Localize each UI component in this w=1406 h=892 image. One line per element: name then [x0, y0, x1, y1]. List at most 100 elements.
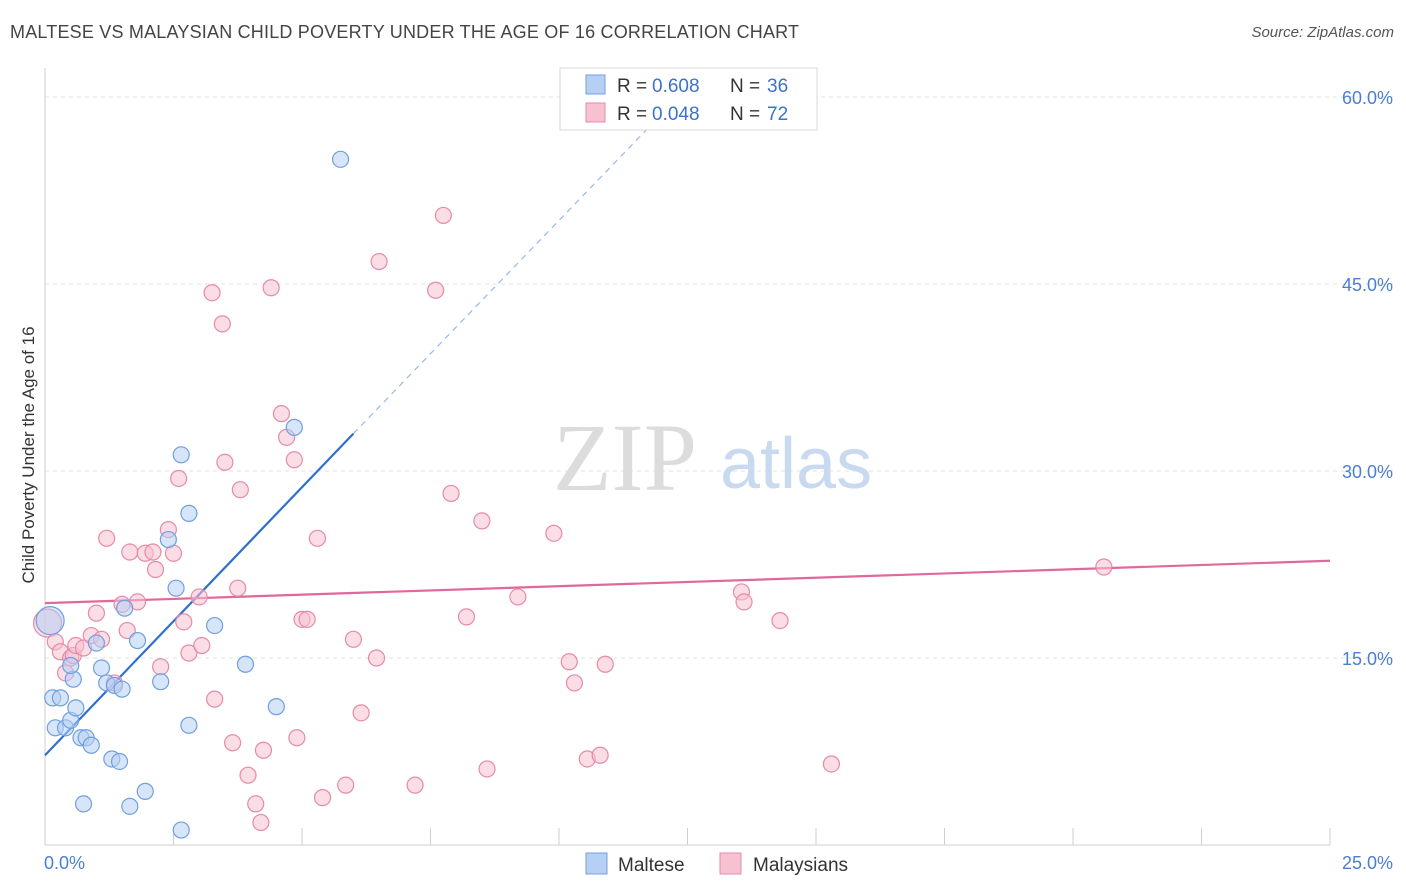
point-malaysians-54: [427, 281, 445, 299]
y-tick-label-3: 60.0%: [1342, 88, 1393, 108]
chart-title: MALTESE VS MALAYSIAN CHILD POVERTY UNDER…: [10, 22, 800, 42]
bottom-legend-swatch-malaysians: [719, 852, 742, 875]
point-maltese-26: [167, 579, 185, 597]
point-maltese-13: [92, 659, 111, 677]
point-maltese-35: [172, 821, 190, 839]
point-malaysians-52: [370, 252, 388, 271]
bottom-legend: Maltese Malaysians: [585, 852, 848, 876]
tick-layer: 15.0% 30.0% 45.0% 60.0% 0.0% 25.0%: [44, 88, 1393, 873]
point-malaysians-51: [367, 649, 386, 667]
point-malaysians-20: [152, 658, 170, 676]
point-maltese-30: [206, 616, 224, 635]
point-malaysians-19: [146, 560, 165, 579]
point-malaysians-23: [170, 469, 188, 488]
point-malaysians-26: [190, 588, 208, 606]
point-malaysians-37: [252, 813, 270, 832]
point-malaysians-30: [213, 315, 231, 333]
point-malaysians-72: [1095, 558, 1113, 576]
point-malaysians-32: [224, 734, 242, 752]
y-axis-label: Child Poverty Under the Age of 16: [19, 326, 38, 583]
point-maltese-21: [74, 795, 93, 813]
watermark-atlas: atlas: [720, 424, 872, 504]
trend-line-extension-maltese: [352, 102, 673, 435]
point-malaysians-43: [288, 729, 306, 747]
point-malaysians-56: [442, 484, 460, 503]
bottom-legend-label-maltese: Maltese: [618, 855, 685, 876]
x-tick-label-1: 25.0%: [1342, 853, 1393, 873]
point-malaysians-11: [98, 529, 116, 547]
point-maltese-31: [236, 655, 255, 673]
point-malaysians-53: [406, 776, 424, 794]
point-malaysians-45: [298, 610, 316, 628]
point-malaysians-31: [216, 453, 234, 471]
point-malaysians-9: [87, 604, 106, 622]
point-malaysians-63: [565, 674, 584, 692]
legend-swatch-malaysians: [585, 102, 606, 123]
point-malaysians-34: [231, 481, 249, 499]
axes-layer: [44, 68, 1331, 846]
legend-r-value-maltese: 0.608: [652, 76, 700, 97]
point-malaysians-28: [203, 284, 221, 302]
point-malaysians-60: [509, 588, 527, 606]
points-layer: [32, 109, 1113, 839]
point-malaysians-42: [285, 451, 303, 469]
point-malaysians-39: [262, 279, 280, 297]
legend-n-label-malaysians: N =: [730, 104, 760, 125]
y-tick-label-2: 45.0%: [1342, 275, 1393, 295]
point-maltese-28: [180, 504, 198, 522]
point-maltese-19: [116, 599, 134, 617]
legend-r-value-malaysians: 0.048: [652, 104, 700, 125]
point-malaysians-48: [337, 776, 355, 794]
watermark: ZIP atlas: [553, 404, 872, 511]
y-tick-label-1: 30.0%: [1342, 462, 1393, 482]
bottom-legend-label-malaysians: Malaysians: [753, 855, 848, 876]
point-maltese-24: [152, 673, 170, 691]
y-tick-label-0: 15.0%: [1342, 649, 1393, 669]
x-tick-label-0: 0.0%: [44, 853, 85, 873]
legend-r-label-malaysians: R =: [617, 104, 647, 125]
point-malaysians-69: [735, 593, 753, 611]
point-malaysians-33: [229, 579, 247, 597]
legend-r-label-maltese: R =: [617, 76, 647, 97]
point-malaysians-59: [478, 760, 496, 778]
point-malaysians-71: [822, 755, 841, 773]
point-maltese-2: [51, 689, 70, 707]
point-maltese-18: [113, 680, 131, 698]
point-maltese-23: [136, 782, 154, 800]
point-malaysians-35: [239, 766, 257, 784]
point-maltese-7: [67, 699, 85, 717]
point-maltese-0: [35, 605, 65, 636]
point-malaysians-40: [272, 405, 291, 423]
point-malaysians-25: [180, 644, 198, 662]
legend-n-value-malaysians: 72: [767, 104, 788, 125]
point-maltese-34: [331, 150, 350, 168]
point-malaysians-29: [206, 690, 224, 708]
point-malaysians-27: [193, 636, 211, 655]
point-malaysians-61: [545, 524, 563, 542]
point-maltese-25: [159, 530, 177, 549]
point-malaysians-62: [560, 653, 578, 671]
grid-layer: [45, 96, 1395, 659]
point-maltese-22: [121, 797, 139, 815]
point-malaysians-15: [121, 543, 139, 561]
legend-swatch-maltese: [585, 74, 606, 95]
point-maltese-11: [62, 656, 80, 675]
point-maltese-12: [87, 634, 106, 652]
point-malaysians-14: [118, 621, 136, 640]
top-legend: R = 0.608 N = 36 R = 0.048 N = 72: [559, 67, 818, 131]
watermark-zip: ZIP: [553, 404, 697, 511]
point-malaysians-55: [434, 206, 452, 225]
point-malaysians-57: [457, 608, 476, 626]
legend-n-value-maltese: 36: [767, 76, 788, 97]
point-malaysians-70: [771, 611, 789, 630]
legend-n-label-maltese: N =: [730, 76, 760, 97]
point-malaysians-58: [473, 512, 491, 530]
point-maltese-27: [172, 446, 190, 464]
point-malaysians-38: [254, 741, 273, 759]
point-malaysians-36: [247, 795, 265, 813]
point-malaysians-46: [308, 529, 327, 547]
point-malaysians-49: [344, 630, 362, 648]
point-maltese-29: [180, 716, 198, 734]
point-malaysians-18: [144, 543, 162, 561]
